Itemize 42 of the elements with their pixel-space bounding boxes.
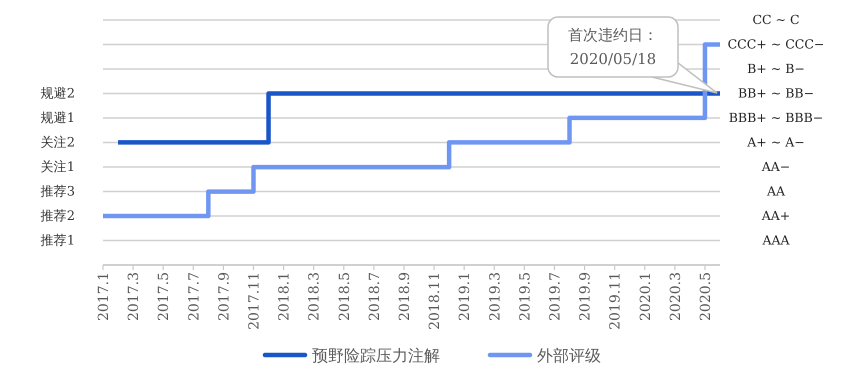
x-tick-label: 2019.3 [487,272,504,321]
category-label: CC ~ C [752,12,800,27]
x-tick-label: 2017.5 [156,272,172,321]
annotation: 首次违约日： 2020/05/18 [568,26,658,68]
category-label: AA+ [762,208,790,223]
x-tick-label: 2017.3 [126,272,142,321]
x-tick-label: 2019.9 [578,272,594,321]
category-label: 推荐3 [40,184,75,200]
category-label: BBB+ ~ BBB− [728,110,824,125]
category-label: A+ ~ A− [747,134,805,150]
category-label: CCC+ ~ CCC− [728,36,824,52]
category-label: AAA [762,232,790,248]
x-tick-label: 2018.5 [336,272,353,321]
x-tick-label: 2020.3 [668,272,684,321]
x-tick-label: 2019.5 [517,272,534,321]
x-tick-label: 2019.11 [608,272,624,330]
annotation-callout: 首次违约日： 2020/05/18 [547,16,718,94]
x-tick-label: 2018.1 [276,272,293,321]
x-tick-label: 2017.11 [246,272,262,330]
category-label: 推荐2 [40,209,75,224]
legend-label: 预野险踪压力注解 [312,346,440,365]
category-label: AA− [762,159,790,174]
legend-label: 外部评级 [537,346,601,365]
x-tick-label: 2020.5 [698,272,714,321]
x-tick-label: 2020.1 [638,272,654,321]
category-label: 规避2 [40,86,75,102]
x-tick-label: 2019.1 [457,272,474,321]
x-tick-label: 2018.9 [396,272,413,321]
category-label: B+ ~ B− [747,61,805,76]
category-label: 关注2 [40,136,75,150]
x-tick-label: 2017.7 [186,272,202,321]
category-label: BB+ ~ BB− [738,86,814,100]
x-tick-label: 2017.1 [96,272,112,321]
x-tick-label: 2017.9 [216,272,232,321]
x-tick-label: 2019.7 [547,272,564,321]
x-tick-label: 2018.11 [427,272,444,330]
category-label: 关注1 [40,160,75,175]
x-tick-label: 2018.7 [366,272,383,321]
category-label: 推荐1 [40,234,75,248]
category-label: AA [766,184,786,198]
x-tick-label: 2018.3 [306,272,323,321]
category-label: 规避1 [40,111,75,126]
